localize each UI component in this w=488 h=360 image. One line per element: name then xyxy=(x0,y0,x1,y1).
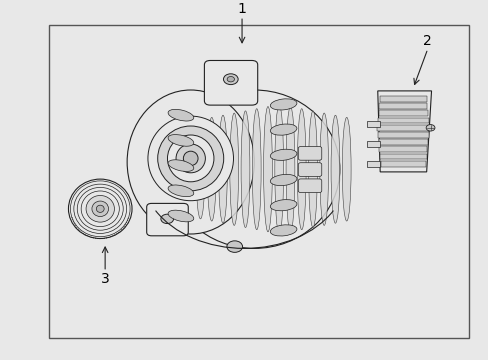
Bar xyxy=(366,121,380,127)
Ellipse shape xyxy=(241,111,249,228)
Bar xyxy=(378,110,427,116)
Bar xyxy=(377,132,428,138)
Ellipse shape xyxy=(183,151,198,166)
Ellipse shape xyxy=(270,199,296,211)
Ellipse shape xyxy=(168,109,193,121)
Ellipse shape xyxy=(270,124,296,135)
Bar xyxy=(366,161,380,167)
Ellipse shape xyxy=(168,185,193,197)
Ellipse shape xyxy=(319,113,328,225)
Ellipse shape xyxy=(308,111,317,228)
Ellipse shape xyxy=(168,210,193,222)
Ellipse shape xyxy=(274,104,283,234)
Text: 3: 3 xyxy=(101,272,109,286)
Ellipse shape xyxy=(330,115,339,223)
Ellipse shape xyxy=(96,205,104,212)
Bar xyxy=(378,139,427,145)
Polygon shape xyxy=(377,91,430,172)
Ellipse shape xyxy=(168,160,193,171)
Ellipse shape xyxy=(226,241,242,252)
Ellipse shape xyxy=(92,201,108,217)
Ellipse shape xyxy=(127,90,254,234)
Ellipse shape xyxy=(270,149,296,161)
Bar xyxy=(49,25,468,338)
FancyBboxPatch shape xyxy=(298,147,321,160)
Ellipse shape xyxy=(176,144,205,173)
Ellipse shape xyxy=(196,120,204,219)
Ellipse shape xyxy=(285,107,294,232)
Ellipse shape xyxy=(229,113,238,225)
FancyBboxPatch shape xyxy=(146,203,188,236)
Ellipse shape xyxy=(223,74,238,85)
Ellipse shape xyxy=(168,90,339,248)
Ellipse shape xyxy=(167,135,214,182)
Text: 2: 2 xyxy=(423,35,431,48)
Text: 1: 1 xyxy=(237,2,246,16)
Bar xyxy=(380,153,426,159)
Ellipse shape xyxy=(270,99,296,110)
Bar xyxy=(377,125,428,131)
Ellipse shape xyxy=(297,109,305,230)
Ellipse shape xyxy=(147,116,233,201)
Bar xyxy=(380,161,425,166)
Ellipse shape xyxy=(226,77,234,82)
FancyBboxPatch shape xyxy=(298,179,321,193)
Ellipse shape xyxy=(207,117,216,221)
Bar xyxy=(379,146,427,152)
FancyBboxPatch shape xyxy=(204,60,257,105)
Bar xyxy=(377,117,428,123)
Ellipse shape xyxy=(157,126,223,191)
Ellipse shape xyxy=(86,195,114,222)
Ellipse shape xyxy=(425,125,434,131)
Ellipse shape xyxy=(263,107,272,232)
Bar xyxy=(380,96,426,102)
Ellipse shape xyxy=(270,225,296,236)
Bar xyxy=(366,141,380,147)
Ellipse shape xyxy=(218,115,227,223)
Ellipse shape xyxy=(252,109,261,230)
Ellipse shape xyxy=(342,117,350,221)
Ellipse shape xyxy=(270,174,296,186)
Bar xyxy=(379,103,427,109)
FancyBboxPatch shape xyxy=(298,163,321,176)
Ellipse shape xyxy=(68,179,132,239)
Ellipse shape xyxy=(161,214,173,224)
Ellipse shape xyxy=(168,135,193,146)
